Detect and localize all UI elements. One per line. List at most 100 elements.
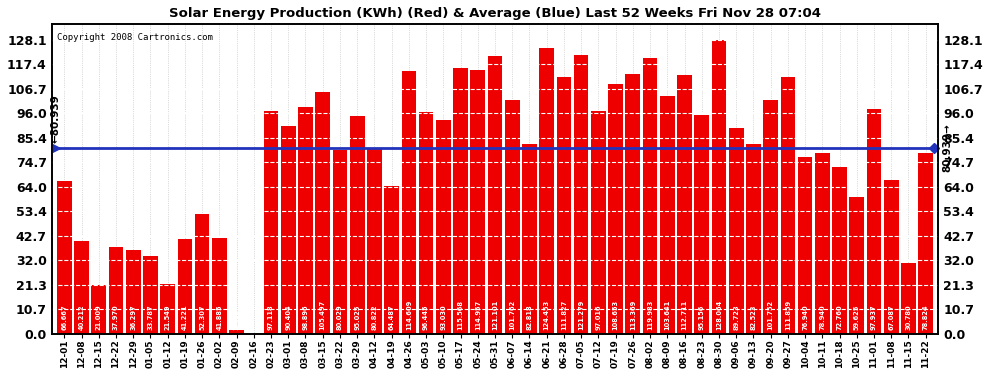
Bar xyxy=(402,70,416,334)
Text: 82.818: 82.818 xyxy=(527,304,533,330)
Bar xyxy=(281,126,296,334)
Text: 80.822: 80.822 xyxy=(371,304,377,330)
Bar xyxy=(884,180,899,334)
Bar xyxy=(160,284,175,334)
Text: 101.752: 101.752 xyxy=(767,300,773,330)
Bar xyxy=(195,214,210,334)
Bar xyxy=(540,48,554,334)
Bar xyxy=(453,69,468,334)
Text: 80.029: 80.029 xyxy=(337,304,343,330)
Bar xyxy=(349,116,364,334)
Bar xyxy=(177,239,192,334)
Text: 105.497: 105.497 xyxy=(320,300,326,330)
Bar xyxy=(298,107,313,334)
Bar xyxy=(849,197,864,334)
Bar xyxy=(746,144,760,334)
Bar xyxy=(608,84,623,334)
Bar xyxy=(574,56,588,334)
Text: 30.780: 30.780 xyxy=(906,304,912,330)
Bar xyxy=(367,148,382,334)
Text: 66.667: 66.667 xyxy=(61,304,67,330)
Text: 97.016: 97.016 xyxy=(595,304,601,330)
Text: 96.445: 96.445 xyxy=(423,304,429,330)
Bar xyxy=(384,186,399,334)
Bar xyxy=(505,100,520,334)
Bar xyxy=(919,153,933,334)
Bar xyxy=(316,92,330,334)
Text: 111.827: 111.827 xyxy=(561,300,567,330)
Text: 98.896: 98.896 xyxy=(303,304,309,330)
Text: 90.404: 90.404 xyxy=(285,304,291,330)
Text: 21.009: 21.009 xyxy=(96,304,102,330)
Text: 114.957: 114.957 xyxy=(475,300,481,330)
Bar xyxy=(866,109,881,334)
Bar xyxy=(729,128,743,334)
Bar xyxy=(901,263,916,334)
Text: 82.523: 82.523 xyxy=(750,304,756,330)
Text: 114.609: 114.609 xyxy=(406,300,412,330)
Bar xyxy=(712,40,727,334)
Bar xyxy=(74,242,89,334)
Text: 64.487: 64.487 xyxy=(389,304,395,330)
Bar xyxy=(815,153,830,334)
Bar xyxy=(694,115,709,334)
Text: 80.939→: 80.939→ xyxy=(942,123,952,172)
Text: 76.940: 76.940 xyxy=(802,304,808,330)
Title: Solar Energy Production (KWh) (Red) & Average (Blue) Last 52 Weeks Fri Nov 28 07: Solar Energy Production (KWh) (Red) & Av… xyxy=(169,7,821,20)
Bar xyxy=(780,77,795,334)
Bar xyxy=(230,330,244,334)
Text: 89.723: 89.723 xyxy=(734,304,740,330)
Bar xyxy=(436,120,450,334)
Bar xyxy=(419,112,434,334)
Text: 108.653: 108.653 xyxy=(613,300,619,330)
Bar xyxy=(798,157,813,334)
Text: 52.307: 52.307 xyxy=(199,304,205,330)
Text: 78.824: 78.824 xyxy=(923,304,929,330)
Bar xyxy=(91,285,106,334)
Text: 37.970: 37.970 xyxy=(113,304,119,330)
Text: 41.221: 41.221 xyxy=(182,304,188,330)
Text: 93.030: 93.030 xyxy=(441,304,446,330)
Text: 112.711: 112.711 xyxy=(681,300,687,330)
Text: 95.156: 95.156 xyxy=(699,305,705,330)
Text: 21.549: 21.549 xyxy=(164,304,170,330)
Text: 124.453: 124.453 xyxy=(544,300,549,330)
Text: 36.297: 36.297 xyxy=(131,304,137,330)
Text: 72.760: 72.760 xyxy=(837,304,842,330)
Text: 59.625: 59.625 xyxy=(853,305,859,330)
Text: 103.641: 103.641 xyxy=(664,300,670,330)
Bar xyxy=(660,96,674,334)
Bar xyxy=(677,75,692,334)
Text: Copyright 2008 Cartronics.com: Copyright 2008 Cartronics.com xyxy=(56,33,213,42)
Bar xyxy=(212,237,227,334)
Text: 97.118: 97.118 xyxy=(268,304,274,330)
Bar xyxy=(263,111,278,334)
Text: 111.859: 111.859 xyxy=(785,300,791,330)
Text: 67.087: 67.087 xyxy=(888,304,894,330)
Bar xyxy=(109,246,124,334)
Bar xyxy=(833,167,846,334)
Bar xyxy=(488,56,502,334)
Text: 41.885: 41.885 xyxy=(217,304,223,330)
Text: 40.212: 40.212 xyxy=(78,304,84,330)
Bar xyxy=(126,251,141,334)
Bar xyxy=(144,256,157,334)
Bar xyxy=(522,144,537,334)
Text: 78.940: 78.940 xyxy=(820,304,826,330)
Bar xyxy=(470,70,485,334)
Bar xyxy=(57,181,71,334)
Text: ←80.939: ←80.939 xyxy=(50,94,60,143)
Bar xyxy=(643,58,657,334)
Text: 119.983: 119.983 xyxy=(647,300,653,330)
Text: 121.279: 121.279 xyxy=(578,300,584,330)
Bar xyxy=(763,100,778,334)
Text: 33.787: 33.787 xyxy=(148,304,153,330)
Bar xyxy=(626,74,641,334)
Text: 97.937: 97.937 xyxy=(871,304,877,330)
Bar xyxy=(556,77,571,334)
Text: 113.369: 113.369 xyxy=(630,300,636,330)
Text: 121.101: 121.101 xyxy=(492,300,498,330)
Text: 101.762: 101.762 xyxy=(509,300,515,330)
Bar xyxy=(591,111,606,334)
Bar xyxy=(333,150,347,334)
